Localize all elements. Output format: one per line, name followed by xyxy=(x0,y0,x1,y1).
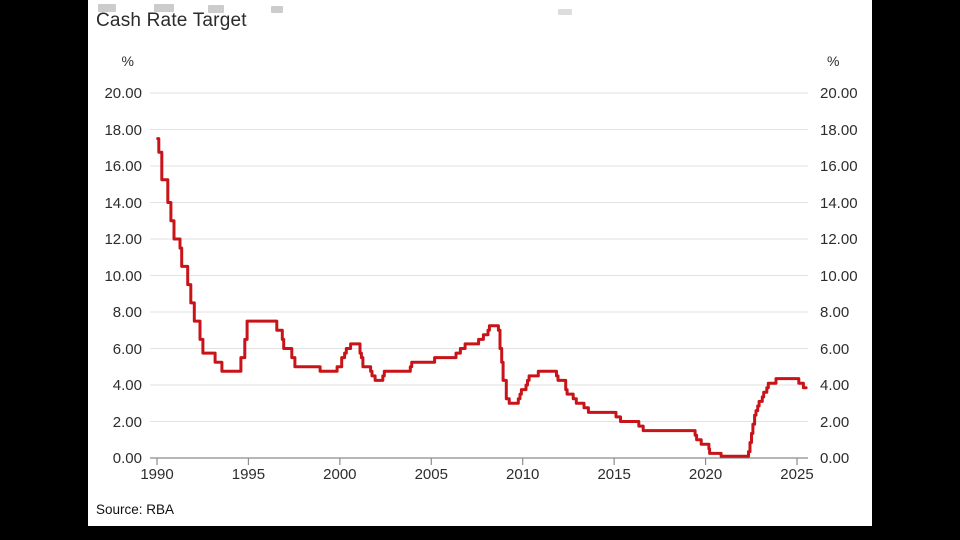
y-tick-label-right: 12.00 xyxy=(820,231,858,248)
y-tick-label-left: 6.00 xyxy=(112,340,142,358)
crop-artifact xyxy=(208,5,224,13)
y-tick-label-left: 10.00 xyxy=(104,267,142,285)
y-tick-label-left: 2.00 xyxy=(112,413,142,431)
y-tick-label-right: 14.00 xyxy=(820,194,858,212)
x-tick-label: 2010 xyxy=(506,466,540,483)
x-tick-label: 2000 xyxy=(323,466,357,483)
y-tick-label-right: 8.00 xyxy=(820,304,850,321)
y-tick-label-left: 8.00 xyxy=(112,304,142,321)
crop-artifact xyxy=(271,6,283,13)
y-tick-label-right: 6.00 xyxy=(820,340,850,358)
source-note: Source: RBA xyxy=(96,502,175,517)
x-tick-label: 2005 xyxy=(414,466,448,483)
y-tick-label-right: 16.00 xyxy=(820,158,858,175)
x-tick-label: 2015 xyxy=(597,466,631,483)
y-axis-unit-right: % xyxy=(827,53,840,69)
y-tick-label-left: 0.00 xyxy=(112,450,142,467)
y-tick-label-right: 4.00 xyxy=(820,377,850,394)
x-tick-label: 2020 xyxy=(688,466,723,483)
y-tick-label-right: 20.00 xyxy=(820,85,858,102)
y-tick-label-right: 0.00 xyxy=(820,450,850,467)
x-tick-label: 2025 xyxy=(780,466,814,483)
cash-rate-line xyxy=(156,137,808,458)
y-tick-label-left: 16.00 xyxy=(104,158,142,175)
y-axis-unit-left: % xyxy=(121,53,134,69)
y-tick-label-left: 12.00 xyxy=(104,231,142,248)
crop-artifact xyxy=(98,4,116,12)
x-tick-label: 1995 xyxy=(231,466,266,483)
crop-artifact xyxy=(154,4,174,12)
y-tick-label-right: 18.00 xyxy=(820,121,858,139)
y-tick-label-right: 2.00 xyxy=(820,413,850,431)
chart-panel: Cash Rate Target % % 20.00 20.00 18.00 18.0… xyxy=(88,0,872,526)
plot-area xyxy=(150,92,808,465)
y-tick-label-left: 20.00 xyxy=(104,85,142,102)
y-tick-label-left: 18.00 xyxy=(104,121,142,139)
crop-artifact xyxy=(558,9,572,15)
x-tick-label: 1990 xyxy=(140,466,174,483)
chart-title: Cash Rate Target xyxy=(96,10,247,31)
y-tick-label-right: 10.00 xyxy=(820,267,858,285)
y-tick-label-left: 14.00 xyxy=(104,194,142,212)
y-tick-label-left: 4.00 xyxy=(112,377,142,394)
